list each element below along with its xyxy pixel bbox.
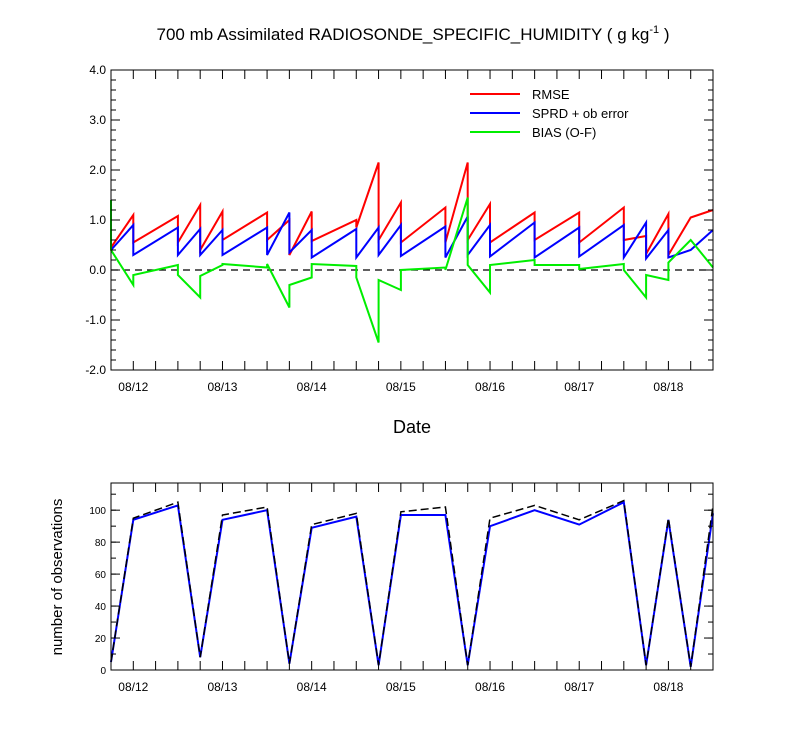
x-axis-label: Date <box>393 417 431 437</box>
x-tick-label-date: 08/18 <box>653 680 683 694</box>
y-tick-label: 40 <box>95 602 107 613</box>
x-tick-label-date: 08/15 <box>386 680 416 694</box>
y-tick-label: 80 <box>95 538 107 549</box>
y-tick-label: 100 <box>89 506 106 517</box>
bottom-plot-frame <box>110 482 714 671</box>
y-tick-label: 0.0 <box>89 263 106 277</box>
series-line-observations-possible <box>110 499 714 667</box>
series-line-sprd-ob-error <box>110 212 714 262</box>
x-tick-label-date: 08/14 <box>297 680 327 694</box>
y-tick-label: 1.0 <box>89 213 106 227</box>
y-tick-label: 20 <box>95 634 107 645</box>
y-tick-label: 4.0 <box>89 63 106 77</box>
rmse-spread-bias-panel: 4.0 3.0 2.0 1.0 0.0 -1.0 -2.0 08/12 08/13 08/14 08… <box>85 63 714 437</box>
series-line-observations-used <box>110 500 714 667</box>
legend-label: SPRD + ob error <box>532 106 629 121</box>
chart-title: 700 mb Assimilated RADIOSONDE_SPECIFIC_H… <box>157 24 670 44</box>
top-plot-series <box>110 162 714 343</box>
x-tick-label-date: 08/15 <box>386 380 416 394</box>
y-axis-label-observations: number of observations <box>49 499 66 656</box>
legend-label: RMSE <box>532 87 570 102</box>
y-tick-label: 60 <box>95 570 107 581</box>
x-tick-label-date: 08/16 <box>475 380 505 394</box>
x-tick-label-date: 08/17 <box>564 380 594 394</box>
top-axes: 4.0 3.0 2.0 1.0 0.0 -1.0 -2.0 08/12 08/13 08/14 08… <box>85 63 714 394</box>
series-line-rmse <box>110 162 714 259</box>
x-tick-label-date: 08/17 <box>564 680 594 694</box>
chart-title-superscript: -1 <box>649 24 659 36</box>
observation-count-panel: 100 80 60 40 20 0 08/12 08/13 08/14 08/15 08/16 08/… <box>49 482 714 694</box>
series-line-bias-o-f <box>110 197 714 343</box>
y-tick-label: 0 <box>100 666 106 677</box>
y-tick-label: 3.0 <box>89 113 106 127</box>
y-tick-label: -2.0 <box>85 363 106 377</box>
bottom-axes: 100 80 60 40 20 0 08/12 08/13 08/14 08/15 08/16 08/… <box>89 483 714 694</box>
legend-label: BIAS (O-F) <box>532 125 596 140</box>
legend: RMSE SPRD + ob error BIAS (O-F) <box>470 87 629 140</box>
x-tick-label-date: 08/13 <box>207 680 237 694</box>
chart-title-main: 700 mb Assimilated RADIOSONDE_SPECIFIC_H… <box>157 25 650 44</box>
x-tick-label-date: 08/13 <box>207 380 237 394</box>
x-tick-label-date: 08/16 <box>475 680 505 694</box>
x-tick-label-date: 08/14 <box>297 380 327 394</box>
x-tick-label-date: 08/12 <box>118 680 148 694</box>
chart-title-end: ) <box>659 25 669 44</box>
y-tick-label: -1.0 <box>85 313 106 327</box>
bottom-plot-series <box>110 499 714 667</box>
y-tick-label: 2.0 <box>89 163 106 177</box>
x-tick-label-date: 08/18 <box>653 380 683 394</box>
x-tick-label-date: 08/12 <box>118 380 148 394</box>
